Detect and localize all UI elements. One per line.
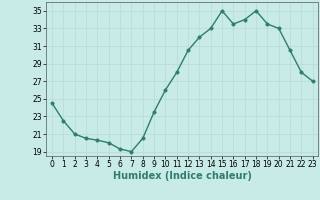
X-axis label: Humidex (Indice chaleur): Humidex (Indice chaleur) xyxy=(113,171,252,181)
